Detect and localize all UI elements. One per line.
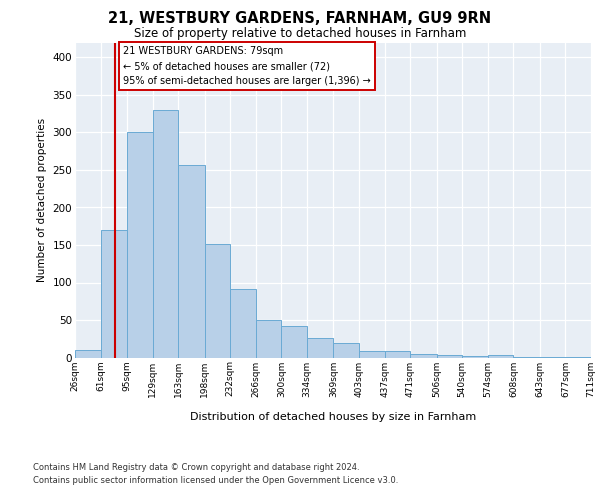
Bar: [540, 357, 565, 358]
Text: Contains public sector information licensed under the Open Government Licence v3: Contains public sector information licen…: [33, 476, 398, 485]
Bar: [488, 355, 514, 358]
Bar: [385, 351, 410, 358]
Bar: [334, 343, 359, 357]
Text: Contains HM Land Registry data © Crown copyright and database right 2024.: Contains HM Land Registry data © Crown c…: [33, 462, 359, 471]
Bar: [565, 357, 591, 358]
Bar: [127, 132, 152, 358]
Bar: [101, 230, 127, 358]
Bar: [437, 354, 462, 358]
Bar: [359, 351, 385, 358]
Bar: [462, 356, 488, 358]
Bar: [152, 110, 178, 358]
Bar: [256, 320, 281, 358]
Y-axis label: Number of detached properties: Number of detached properties: [37, 118, 47, 282]
Bar: [178, 165, 205, 358]
Text: 21 WESTBURY GARDENS: 79sqm
← 5% of detached houses are smaller (72)
95% of semi-: 21 WESTBURY GARDENS: 79sqm ← 5% of detac…: [123, 46, 371, 86]
Bar: [410, 354, 437, 358]
Bar: [75, 350, 101, 358]
Bar: [281, 326, 307, 358]
Bar: [230, 289, 256, 358]
Text: Size of property relative to detached houses in Farnham: Size of property relative to detached ho…: [134, 28, 466, 40]
Text: 21, WESTBURY GARDENS, FARNHAM, GU9 9RN: 21, WESTBURY GARDENS, FARNHAM, GU9 9RN: [109, 11, 491, 26]
Bar: [307, 338, 334, 357]
Text: Distribution of detached houses by size in Farnham: Distribution of detached houses by size …: [190, 412, 476, 422]
Bar: [514, 357, 540, 358]
Bar: [205, 244, 230, 358]
